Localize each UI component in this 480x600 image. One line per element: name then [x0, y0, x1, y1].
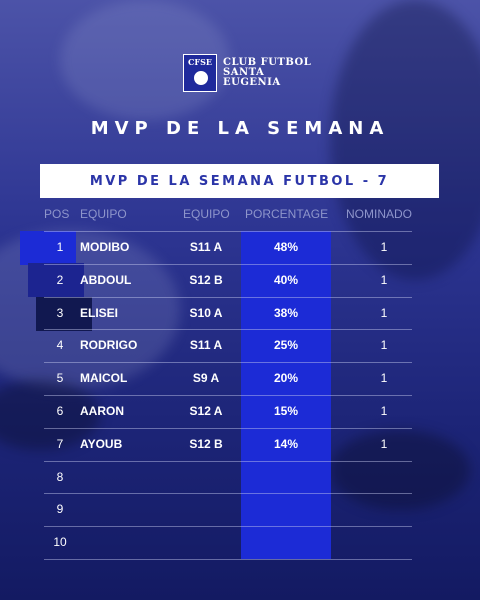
- nominated-cell: 1: [380, 305, 388, 320]
- nominated-cell: 1: [380, 404, 388, 418]
- table-row: [44, 263, 412, 296]
- banner-text: MVP DE LA SEMANA FUTBOL - 7: [89, 173, 390, 189]
- subtitle-banner: MVP DE LA SEMANA FUTBOL - 7: [40, 164, 439, 198]
- player-name-cell: AYOUB: [80, 436, 123, 451]
- rank-highlight-3: [36, 297, 92, 331]
- pos-cell: 7: [56, 436, 64, 451]
- pos-cell: 4: [56, 338, 64, 353]
- percent-cell: 25%: [273, 338, 299, 353]
- pos-cell: 10: [53, 535, 67, 550]
- percent-cell: 48%: [273, 240, 299, 254]
- percent-cell: 40%: [273, 272, 299, 287]
- table-row: [44, 296, 412, 329]
- player-name-cell: MAICOL: [80, 371, 128, 386]
- nominated-cell: 1: [380, 436, 388, 451]
- table-row: [44, 526, 412, 558]
- background-photo-shape: [330, 0, 480, 280]
- column-header-percent: PORCENTAGE: [245, 207, 329, 221]
- player-name-cell: AARON: [80, 404, 124, 418]
- rank-highlight-1: [20, 231, 76, 265]
- pos-cell: 6: [56, 404, 64, 418]
- percent-cell: 14%: [273, 436, 299, 451]
- player-name-cell: MODIBO: [80, 240, 130, 254]
- pos-cell: 1: [56, 240, 64, 254]
- club-logo: CFSE CLUB FUTBOL SANTA EUGENIA: [183, 54, 311, 92]
- player-name-cell: ABDOUL: [80, 272, 132, 287]
- column-header-pos: POS: [44, 207, 70, 221]
- club-name-line-3: EUGENIA: [223, 77, 281, 88]
- pos-cell: 2: [56, 272, 64, 287]
- table-row: [44, 460, 412, 493]
- team-cell: S12 B: [189, 272, 223, 287]
- team-cell: S12 B: [189, 436, 223, 451]
- club-name-line-2: SANTA: [223, 67, 265, 78]
- team-cell: S10 A: [189, 305, 223, 320]
- table-row: [44, 329, 412, 361]
- team-cell: S11 A: [189, 240, 223, 254]
- player-name-cell: ELISEI: [80, 305, 119, 320]
- table-row: [44, 395, 412, 427]
- nominated-cell: 1: [380, 240, 388, 254]
- percent-column-highlight: [241, 231, 331, 559]
- team-cell: S11 A: [189, 338, 223, 353]
- percent-cell: 20%: [273, 371, 299, 386]
- background-photo-shape: [330, 430, 470, 510]
- pos-cell: 9: [56, 502, 64, 517]
- nominated-cell: 1: [380, 338, 388, 353]
- page-title: MVP DE LA SEMANA: [90, 118, 390, 139]
- nominated-cell: 1: [380, 371, 388, 386]
- table-row: [44, 231, 412, 263]
- crest-letters: CFSE: [188, 57, 212, 67]
- rank-highlight-2: [28, 263, 84, 297]
- column-header-nominated: NOMINADO: [346, 207, 412, 221]
- soccer-ball-icon: [193, 70, 209, 86]
- pos-cell: 5: [56, 371, 64, 386]
- column-header-player: EQUIPO: [80, 207, 127, 221]
- pos-cell: 8: [56, 469, 64, 484]
- nominated-cell: 1: [380, 272, 388, 287]
- background-photo-shape: [0, 380, 100, 450]
- player-name-cell: RODRIGO: [80, 338, 138, 353]
- team-cell: S9 A: [192, 371, 220, 386]
- pos-cell: 3: [56, 305, 64, 320]
- percent-cell: 38%: [273, 305, 299, 320]
- table-row: [44, 493, 412, 525]
- percent-cell: 15%: [273, 404, 299, 418]
- table-row: [44, 427, 412, 460]
- table-row: [44, 362, 412, 394]
- club-name-line-1: CLUB FUTBOL: [223, 57, 312, 68]
- column-header-team: EQUIPO: [183, 207, 230, 221]
- table-bottom-rule: [44, 559, 412, 560]
- team-cell: S12 A: [189, 404, 223, 418]
- club-crest-icon: CFSE: [183, 54, 217, 92]
- club-name: CLUB FUTBOL SANTA EUGENIA: [223, 58, 311, 88]
